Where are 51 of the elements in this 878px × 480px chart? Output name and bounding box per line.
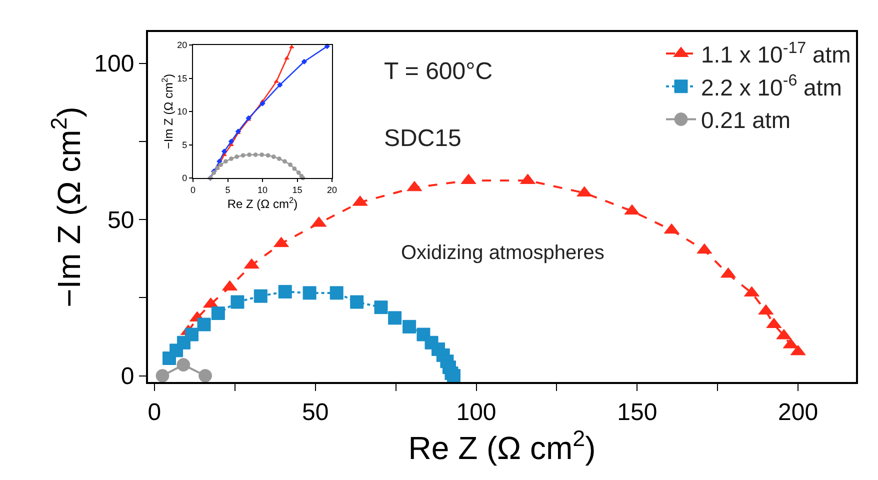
legend-label: 1.1 x 10$^{-17}$ atm (701, 38, 851, 68)
point (228, 138, 234, 144)
point (228, 156, 234, 161)
x-tick-label: 0 (148, 398, 162, 426)
point (223, 159, 228, 164)
legend-label: 0.21 atm (701, 107, 790, 134)
legend-label: 2.2 x 10$^{-6}$ atm (701, 72, 842, 100)
y-tick-label: 20 (177, 40, 188, 50)
x-tick-label: 15 (292, 184, 302, 195)
point (277, 82, 283, 88)
point (247, 152, 252, 157)
point (253, 152, 258, 157)
point (240, 153, 246, 158)
point (234, 154, 240, 159)
point (216, 158, 222, 164)
y-tick-label: 15 (177, 73, 188, 84)
point (284, 56, 290, 60)
point (296, 170, 301, 175)
point (276, 156, 282, 161)
y-tick-label: 50 (107, 206, 134, 234)
x-tick-label: 50 (302, 398, 329, 426)
x-tick-label: 100 (456, 398, 496, 426)
point (282, 159, 287, 164)
point (292, 166, 297, 171)
x-tick-label: 0 (190, 184, 196, 195)
x-tick-label: 20 (326, 184, 338, 195)
point (288, 162, 293, 167)
annotation: SDC15 (384, 125, 462, 152)
y-tick-label: 0 (182, 173, 188, 184)
point (266, 153, 270, 158)
point (260, 100, 266, 106)
x-tick-label: 150 (617, 398, 658, 426)
annotation: T = 600°C (384, 58, 493, 85)
point (260, 152, 264, 157)
point (301, 58, 308, 64)
y-tick-label: 0 (120, 363, 134, 390)
x-axis-title: Re Z (Ω cm$^{2}$) (408, 426, 596, 466)
x-tick-label: 5 (225, 184, 230, 195)
point (221, 148, 228, 154)
x-axis-title: Re Z (Ω cm$^{2}$) (227, 194, 298, 211)
x-tick-label: 10 (257, 184, 268, 195)
x-tick-label: 200 (778, 398, 818, 426)
y-tick-label: 100 (94, 50, 134, 78)
point (271, 154, 276, 159)
point (324, 43, 330, 50)
annotation: Oxidizing atmospheres (401, 242, 604, 264)
point (289, 44, 294, 48)
y-tick-label: 10 (177, 106, 188, 117)
point (218, 162, 224, 167)
point (274, 79, 279, 83)
y-tick-label: 5 (182, 140, 188, 150)
